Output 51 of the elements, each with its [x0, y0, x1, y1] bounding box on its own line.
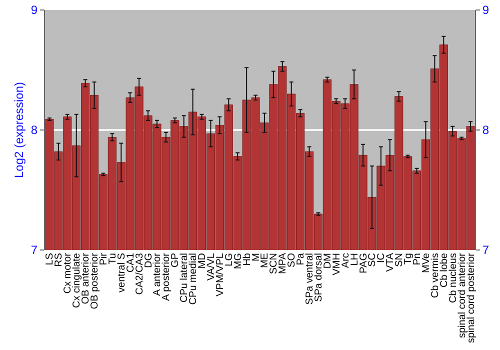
y2-tick-label: 7: [482, 243, 490, 258]
x-tick-label: VTA: [385, 252, 396, 272]
x-tick-label: VA/VL: [206, 252, 217, 281]
y-tick-label: 9: [30, 3, 38, 18]
x-tick-label: Pn: [412, 253, 424, 266]
x-tick-label: VPM/VPL: [214, 252, 226, 296]
x-tick-label: LH: [349, 253, 360, 266]
y2-tick-label: 9: [482, 3, 490, 18]
x-tick-label: MVe: [420, 252, 432, 274]
x-tick-label: OB anterior: [80, 252, 92, 304]
x-tick-label: DM: [322, 253, 334, 269]
x-tick-label: Tg: [403, 253, 414, 265]
x-tick-label: M: [250, 253, 262, 262]
y-tick-label: 8: [30, 123, 38, 138]
x-tick-label: A anterior: [152, 252, 164, 296]
y-axis-title: Log2 (expression): [12, 82, 26, 178]
x-tick-label: Hb: [242, 252, 253, 266]
x-tick-label: Pir: [98, 252, 110, 266]
x-tick-label: ME: [260, 252, 271, 268]
x-tick-label: Cb lobe: [438, 252, 450, 288]
x-tick-label: MG: [232, 252, 244, 270]
x-tick-label: spinal cord anterior: [456, 252, 468, 338]
x-tick-label: SPa dorsal: [313, 253, 324, 302]
x-tick-label: Cb nucleus: [448, 253, 459, 304]
x-tick-label: Cx cingulate: [72, 252, 83, 308]
x-tick-label: Tu: [107, 253, 118, 264]
x-tick-label: A posterior: [161, 252, 172, 301]
x-tick-label: SO: [286, 252, 298, 268]
x-tick-label: Cb vermis: [430, 253, 441, 298]
x-tick-label: LG: [224, 252, 235, 266]
x-tick-label: CPu medial: [188, 253, 200, 305]
x-tick-label: CA1: [125, 252, 136, 272]
x-tick-label: LS: [44, 252, 56, 266]
x-tick-label: RS: [54, 252, 65, 267]
x-tick-label: SCN: [268, 253, 280, 274]
x-tick-label: IC: [376, 253, 388, 263]
x-tick-label: SC: [367, 253, 378, 267]
x-tick-label: GP: [170, 252, 182, 268]
x-tick-label: Arc: [340, 253, 352, 268]
y-tick-label: 7: [30, 243, 38, 258]
x-tick-label: ventral S: [116, 252, 128, 292]
x-tick-label: CA2/CA3: [134, 252, 146, 295]
x-tick-label: VMH: [331, 253, 342, 276]
x-tick-label: OB posterior: [90, 252, 101, 310]
x-tick-label: spinal cord posterior: [466, 252, 477, 344]
x-tick-label: Pa: [296, 252, 307, 266]
x-tick-label: MPA: [278, 252, 289, 274]
x-tick-label: DG: [143, 252, 154, 268]
y2-tick-label: 8: [482, 123, 490, 138]
x-tick-label: PAG: [358, 252, 370, 274]
x-tick-label: SN: [394, 253, 406, 267]
